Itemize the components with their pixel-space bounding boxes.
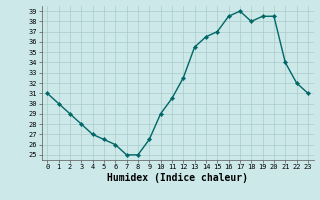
X-axis label: Humidex (Indice chaleur): Humidex (Indice chaleur) <box>107 173 248 183</box>
